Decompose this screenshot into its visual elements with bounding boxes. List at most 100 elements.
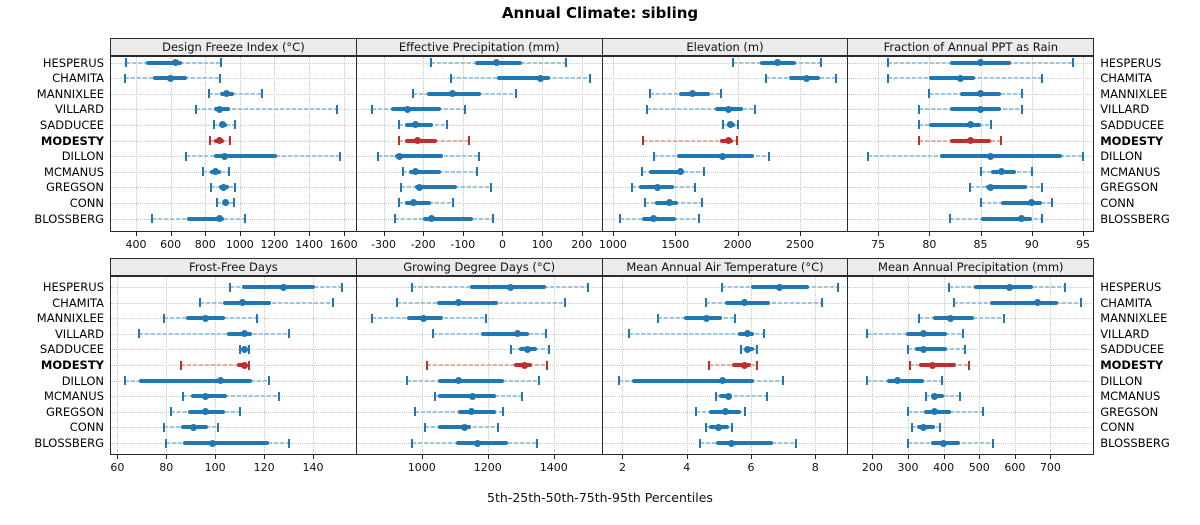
median-dot	[238, 299, 246, 307]
y-gridline	[848, 396, 1093, 398]
median-dot	[654, 183, 662, 191]
p95-cap	[756, 360, 759, 370]
x-tickmark	[799, 232, 801, 236]
p95-cap	[255, 313, 258, 323]
percentile-range-line	[643, 139, 737, 142]
station-label-right: HESPERUS	[1100, 280, 1162, 294]
panel-plot-area	[601, 56, 849, 232]
x-gridline	[462, 57, 464, 231]
station-label-right: VILLARD	[1100, 326, 1150, 341]
y-gridline	[111, 78, 355, 80]
p5-cap	[410, 438, 413, 448]
panel-strip-title: Mean Annual Precipitation (mm)	[847, 258, 1095, 276]
median-dot	[201, 314, 209, 322]
x-tick-label: 600	[1004, 461, 1026, 474]
median-dot	[987, 152, 995, 160]
x-gridline	[135, 57, 137, 231]
p5-cap	[398, 198, 401, 208]
p5-cap	[402, 167, 405, 177]
p95-cap	[1079, 298, 1082, 308]
station-label-left: CONN	[69, 195, 104, 210]
x-tickmark	[675, 232, 677, 236]
station-label-right: MCMANUS	[1100, 389, 1161, 404]
x-tick-label: 200	[861, 461, 883, 474]
p95-cap	[702, 167, 705, 177]
percentile-range-line	[139, 332, 289, 335]
p95-cap	[564, 298, 567, 308]
p95-cap	[1040, 73, 1043, 83]
p95-cap	[989, 120, 992, 130]
p5-cap	[123, 376, 126, 386]
p95-cap	[754, 104, 757, 114]
p5-cap	[705, 298, 708, 308]
p95-cap	[547, 344, 550, 354]
p5-cap	[918, 136, 921, 145]
x-tick-label: 8	[811, 461, 819, 474]
p95-cap	[992, 438, 995, 448]
x-tickmark	[622, 455, 624, 459]
median-dot	[241, 345, 249, 353]
station-label-right: MANNIXLEE	[1100, 86, 1168, 101]
p5-cap	[208, 136, 211, 145]
p5-cap	[414, 407, 417, 417]
station-label-left: MANNIXLEE	[36, 86, 104, 101]
p5-cap	[928, 89, 931, 99]
station-label-right: MANNIXLEE	[1100, 311, 1168, 326]
median-dot	[728, 439, 736, 447]
p95-cap	[491, 214, 494, 223]
p95-cap	[1063, 282, 1066, 292]
median-dot	[718, 377, 726, 385]
p95-cap	[794, 438, 797, 448]
p5-cap	[394, 214, 397, 223]
x-tick-label: 2500	[785, 238, 814, 251]
percentile-range-line	[195, 108, 337, 111]
median-dot	[966, 137, 974, 144]
x-tickmark	[815, 455, 817, 459]
x-tickmark	[421, 455, 423, 459]
p5-cap	[948, 214, 951, 223]
iqr-bar	[481, 331, 529, 336]
median-dot	[744, 330, 752, 338]
iqr-bar	[939, 154, 1063, 159]
x-tick-label: -300	[371, 238, 397, 251]
p95-cap	[238, 407, 241, 417]
median-dot	[209, 439, 217, 447]
p95-cap	[463, 104, 466, 114]
median-dot	[718, 152, 726, 160]
x-tickmark	[170, 232, 172, 236]
station-label-right: SADDUCEE	[1100, 342, 1165, 357]
p95-cap	[981, 407, 984, 417]
panel-strip-title: Elevation (m)	[601, 38, 849, 56]
p5-cap	[228, 282, 231, 292]
x-tickmark	[383, 232, 385, 236]
x-tickmark	[1014, 455, 1016, 459]
p5-cap	[887, 58, 890, 67]
x-gridline	[170, 57, 172, 231]
p95-cap	[248, 360, 251, 370]
median-dot	[741, 361, 749, 369]
p95-cap	[489, 182, 492, 192]
iqr-bar	[438, 394, 497, 399]
p5-cap	[618, 214, 621, 223]
iqr-bar	[886, 378, 924, 383]
x-tickmark	[542, 232, 544, 236]
p95-cap	[782, 376, 785, 386]
percentile-range-line	[180, 364, 250, 366]
p95-cap	[515, 89, 518, 99]
median-dot	[1028, 199, 1036, 207]
median-dot	[461, 423, 469, 431]
median-dot	[774, 59, 782, 66]
iqr-bar	[146, 60, 182, 65]
iqr-bar	[190, 394, 228, 399]
x-tick-label: 600	[160, 238, 182, 251]
p5-cap	[947, 282, 950, 292]
station-label-right: DILLON	[1100, 373, 1143, 388]
p95-cap	[287, 438, 290, 448]
x-tick-label: 85	[973, 238, 988, 251]
p5-cap	[182, 391, 185, 401]
median-dot	[215, 215, 223, 222]
x-gridline	[1082, 57, 1084, 231]
median-dot	[725, 392, 733, 400]
median-dot	[221, 199, 229, 207]
x-tickmark	[309, 232, 311, 236]
